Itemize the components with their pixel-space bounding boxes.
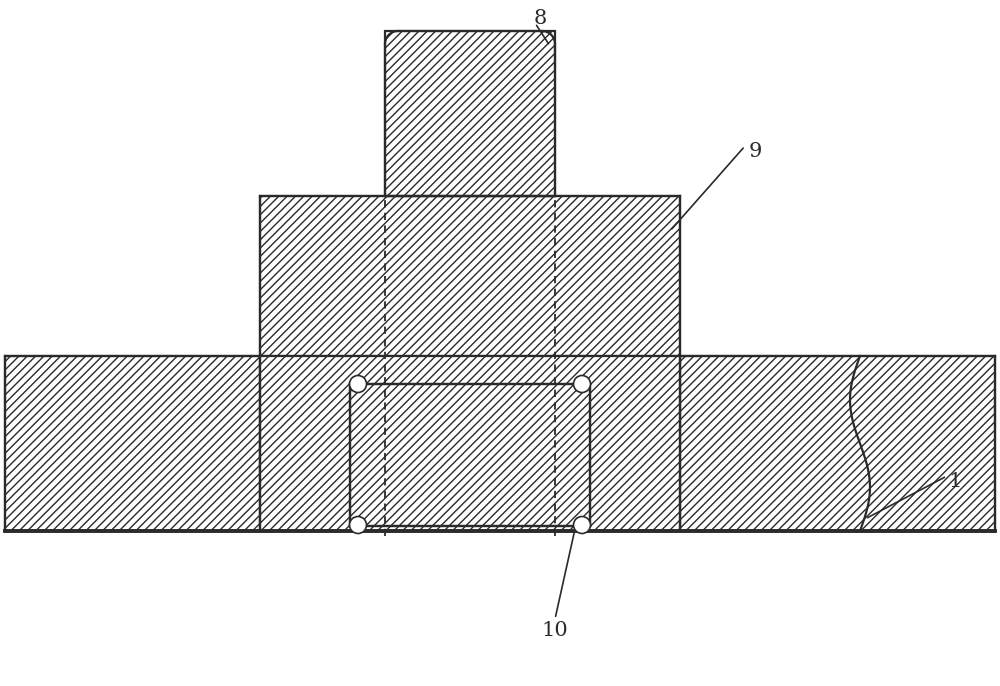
Circle shape bbox=[574, 375, 590, 392]
Text: 9: 9 bbox=[748, 141, 762, 161]
Bar bbox=[5, 356, 260, 531]
Bar bbox=[385, 31, 555, 196]
Bar bbox=[260, 356, 680, 531]
Circle shape bbox=[574, 517, 590, 534]
Bar bbox=[350, 384, 590, 526]
Circle shape bbox=[350, 517, 366, 534]
Circle shape bbox=[350, 375, 366, 392]
Text: 10: 10 bbox=[542, 622, 568, 641]
Text: 1: 1 bbox=[948, 471, 962, 490]
Bar bbox=[260, 196, 680, 356]
Text: 8: 8 bbox=[533, 8, 547, 27]
Bar bbox=[680, 356, 995, 531]
